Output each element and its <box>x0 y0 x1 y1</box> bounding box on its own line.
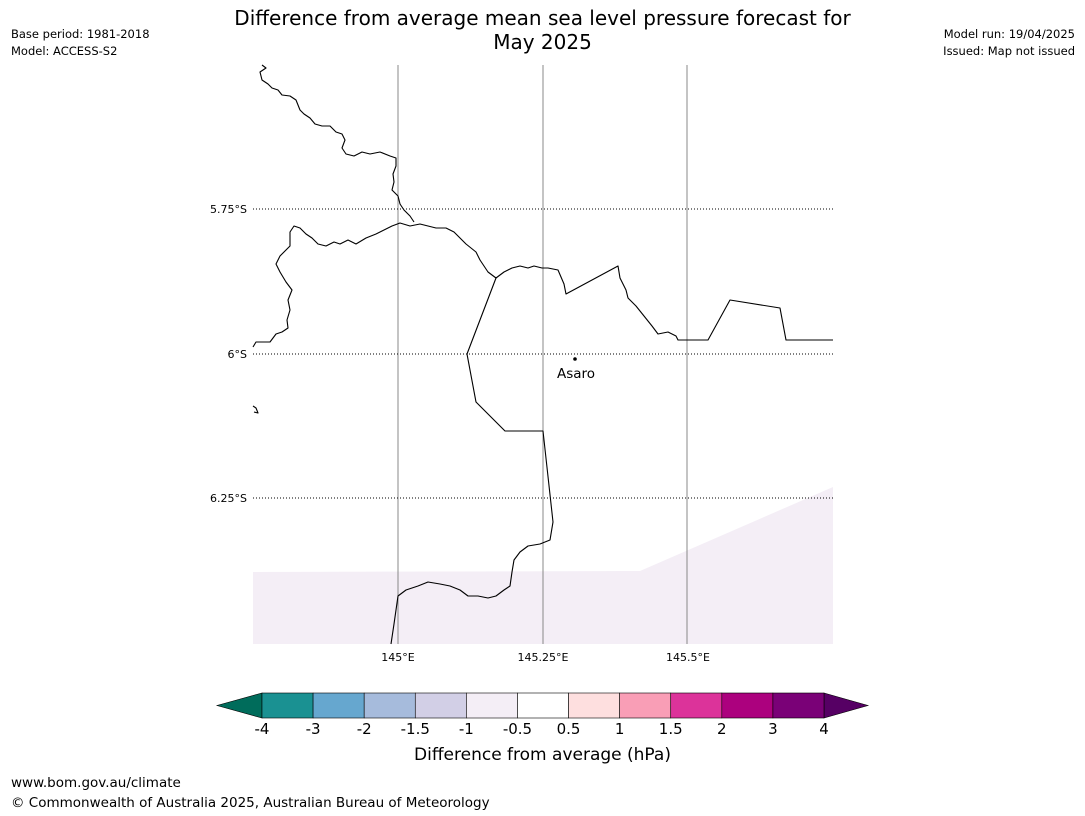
colorbar-tick-label: 1.5 <box>658 720 683 738</box>
model-run-text: Model run: 19/04/2025 <box>943 27 1075 41</box>
colorbar-tick-label: 0.5 <box>556 720 581 738</box>
province-border-fragment <box>252 405 259 414</box>
lat-label-6-25: 6.25°S <box>210 492 247 505</box>
province-border-central <box>252 222 833 348</box>
colorbar-tick-label: 3 <box>768 720 778 738</box>
colorbar-tick-label: -1 <box>458 720 474 738</box>
colorbar-bin <box>619 692 672 719</box>
footer-url: www.bom.gov.au/climate <box>11 775 181 791</box>
colorbar <box>215 692 870 719</box>
map-title: Difference from average mean sea level p… <box>0 6 1085 54</box>
colorbar-tick-label: 2 <box>717 720 727 738</box>
colorbar-bin <box>363 692 416 719</box>
province-border-south <box>390 277 554 645</box>
meta-right: Model run: 19/04/2025 Issued: Map not is… <box>943 26 1075 60</box>
colorbar-tick-label: -3 <box>305 720 321 738</box>
colorbar-extend-high <box>823 692 870 719</box>
colorbar-bin <box>517 692 569 719</box>
colorbar-bin <box>312 692 365 719</box>
colorbar-tick-label: -4 <box>254 720 270 738</box>
colorbar-tick-label: 1 <box>614 720 625 738</box>
colorbar-extend-low <box>215 692 263 719</box>
colorbar-bin <box>414 692 467 719</box>
colorbar-tick-label: -1.5 <box>400 720 430 738</box>
map-title-line-1: Difference from average mean sea level p… <box>234 6 851 30</box>
colorbar-bin <box>568 692 620 719</box>
base-period-text: Base period: 1981-2018 <box>11 27 150 41</box>
colorbar-bin <box>670 692 723 719</box>
colorbar-bin <box>772 692 825 719</box>
lat-label-6: 6°S <box>228 348 247 361</box>
colorbar-tick-label: -0.5 <box>502 720 533 738</box>
footer-copyright: © Commonwealth of Australia 2025, Austra… <box>11 795 490 811</box>
asaro-marker <box>573 357 577 361</box>
issued-text: Issued: Map not issued <box>943 44 1075 58</box>
lon-label-145-25: 145.25°E <box>518 651 569 664</box>
colorbar-bin <box>466 692 518 719</box>
colorbar-bin <box>261 692 314 719</box>
lat-label-5-75: 5.75°S <box>210 203 247 216</box>
province-border-north <box>259 64 415 223</box>
colorbar-title: Difference from average (hPa) <box>414 745 671 765</box>
asaro-label: Asaro <box>557 366 595 382</box>
lon-label-145: 145°E <box>381 651 414 664</box>
model-text: Model: ACCESS-S2 <box>11 44 118 58</box>
colorbar-tick-label: 4 <box>819 720 829 738</box>
colorbar-tick-label: -2 <box>356 720 372 738</box>
lon-label-145-5: 145.5°E <box>666 651 710 664</box>
colorbar-bin <box>721 692 774 719</box>
map-title-line-2: May 2025 <box>493 30 592 54</box>
meta-left: Base period: 1981-2018 Model: ACCESS-S2 <box>11 26 150 60</box>
